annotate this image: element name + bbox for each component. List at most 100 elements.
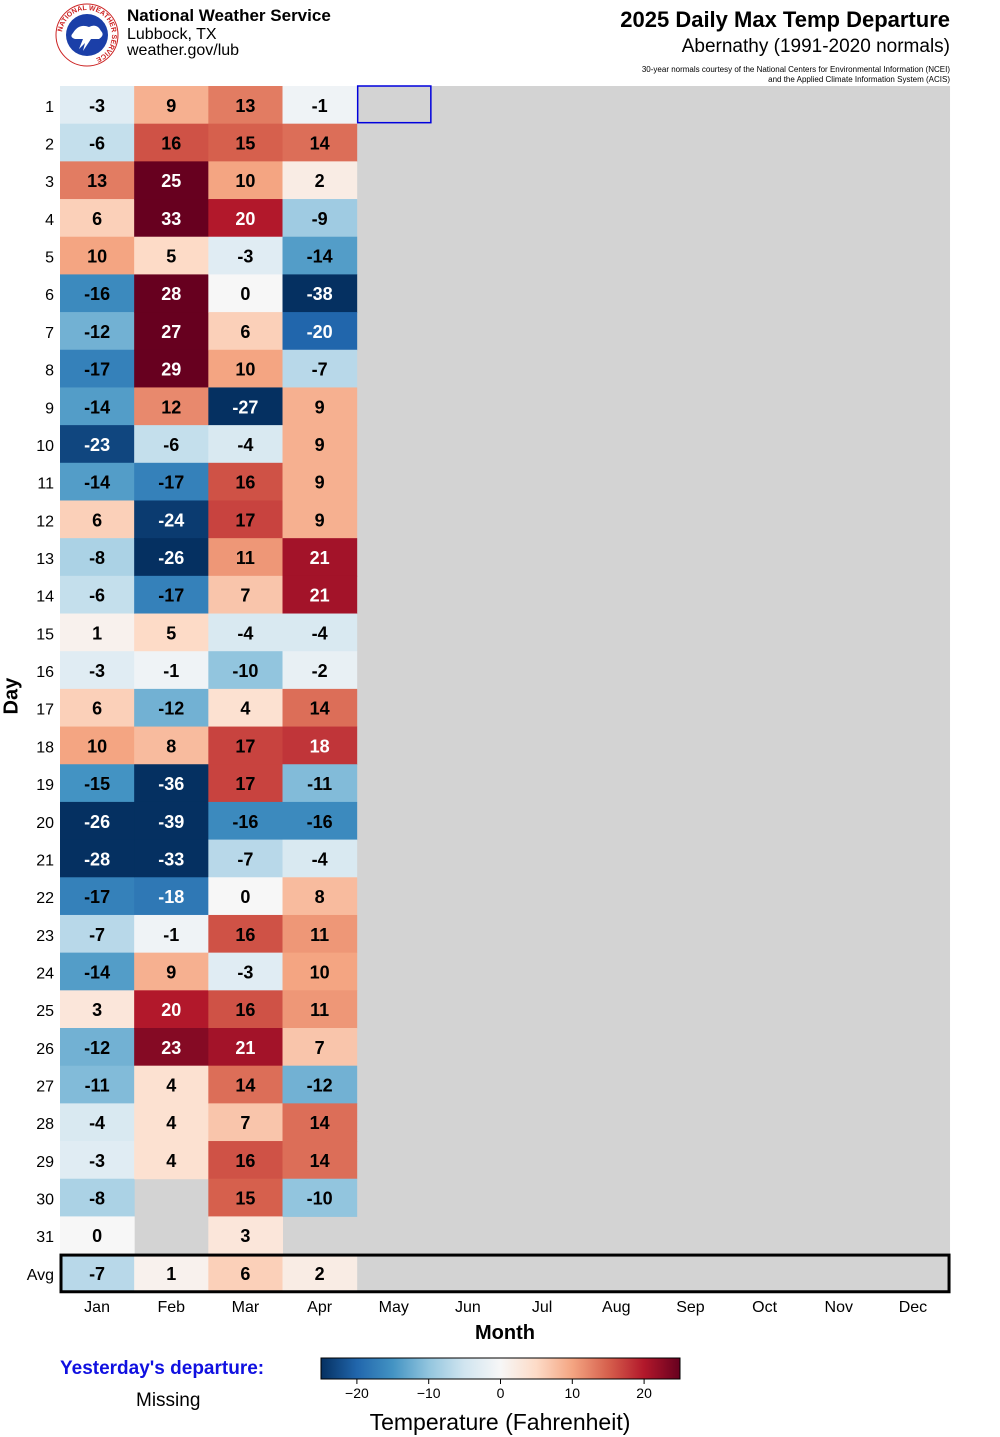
heatmap-cell xyxy=(60,914,135,954)
day-tick-label: 6 xyxy=(45,287,54,304)
heatmap-cell xyxy=(60,1141,135,1180)
heatmap-cell xyxy=(282,1028,358,1067)
heatmap-cell xyxy=(208,123,284,162)
month-tick-label: Apr xyxy=(307,1299,333,1316)
heatmap-cell xyxy=(60,952,135,991)
cell-value-label: 16 xyxy=(235,925,255,945)
cell-value-label: -8 xyxy=(89,1189,105,1209)
heatmap-cell xyxy=(134,651,209,690)
heatmap-cell xyxy=(60,877,135,916)
cell-value-label: 12 xyxy=(161,397,181,417)
cell-value-label: 7 xyxy=(240,586,250,606)
cell-value-label: -16 xyxy=(232,812,258,832)
cell-value-label: -8 xyxy=(89,548,105,568)
month-tick-label: Jun xyxy=(455,1299,481,1316)
cell-value-label: -36 xyxy=(158,774,184,794)
cell-value-label: 6 xyxy=(92,699,102,719)
heatmap-cell xyxy=(282,990,358,1029)
heatmap-cell xyxy=(208,688,284,728)
heatmap-cell xyxy=(134,236,209,275)
avg-value-label: -7 xyxy=(89,1264,105,1284)
heatmap-cell xyxy=(134,274,209,313)
nws-logo: NATIONAL WEATHER SERVICE xyxy=(55,3,119,67)
heatmap-cell xyxy=(134,199,209,238)
heatmap-cell xyxy=(60,839,135,878)
cell-value-label: 11 xyxy=(236,548,255,568)
cell-value-label: 17 xyxy=(235,736,255,756)
cell-value-label: 14 xyxy=(310,1113,330,1133)
heatmap-cell xyxy=(134,161,209,200)
cell-value-label: 4 xyxy=(166,1151,176,1171)
cell-value-label: -17 xyxy=(84,360,110,380)
day-tick-label: 12 xyxy=(36,513,54,530)
heatmap-cell xyxy=(134,1028,209,1067)
heatmap-cell xyxy=(208,952,284,991)
day-tick-label: 24 xyxy=(36,965,54,982)
cell-value-label: 5 xyxy=(166,247,176,267)
heatmap-cell xyxy=(208,199,284,238)
cell-value-label: -3 xyxy=(89,661,105,681)
cell-value-label: 13 xyxy=(235,96,255,116)
cell-value-label: -20 xyxy=(307,322,333,342)
avg-value-label: 6 xyxy=(240,1264,250,1284)
heatmap-cell xyxy=(208,914,284,954)
cell-value-label: 16 xyxy=(235,473,255,493)
cell-value-label: 21 xyxy=(310,586,330,606)
heatmap-cell xyxy=(60,199,135,238)
cell-value-label: -6 xyxy=(163,435,179,455)
colorbar-tick-label: −10 xyxy=(417,1385,441,1401)
cell-value-label: 9 xyxy=(315,510,325,530)
day-tick-label: 8 xyxy=(45,363,54,380)
day-tick-label: 30 xyxy=(36,1192,54,1209)
heatmap-cell xyxy=(282,1103,358,1142)
cell-value-label: 3 xyxy=(92,1000,102,1020)
current-day-highlight xyxy=(356,85,432,124)
heatmap-cell xyxy=(60,990,135,1029)
cell-value-label: 6 xyxy=(240,322,250,342)
day-tick-label: 9 xyxy=(45,400,54,417)
heatmap-cell xyxy=(282,1065,358,1104)
heatmap-cell xyxy=(282,726,358,765)
colorbar xyxy=(320,1357,681,1380)
heatmap-cell xyxy=(208,538,284,577)
cell-value-label: 14 xyxy=(310,1151,330,1171)
day-tick-label: 1 xyxy=(45,99,54,116)
heatmap-cell xyxy=(60,801,135,841)
cell-value-label: -24 xyxy=(158,510,184,530)
heatmap-cell xyxy=(134,500,209,539)
cell-value-label: -3 xyxy=(237,247,253,267)
heatmap-cell xyxy=(208,349,284,388)
heatmap-cell xyxy=(60,349,135,388)
day-tick-label: 16 xyxy=(36,664,54,681)
heatmap-cell xyxy=(134,462,209,501)
heatmap-cell xyxy=(60,1178,135,1217)
colorbar-tick-label: 20 xyxy=(636,1385,652,1401)
heatmap-cell xyxy=(60,575,135,615)
cell-value-label: 20 xyxy=(235,209,255,229)
heatmap-cell xyxy=(282,839,358,878)
heatmap-cell xyxy=(134,877,209,916)
cell-value-label: -14 xyxy=(307,247,333,267)
month-tick-label: Jan xyxy=(84,1299,110,1316)
heatmap-cell xyxy=(134,613,209,652)
cell-value-label: 9 xyxy=(166,96,176,116)
heatmap-cell xyxy=(282,575,358,615)
month-tick-label: Aug xyxy=(602,1299,630,1316)
month-tick-label: Jul xyxy=(532,1299,552,1316)
cell-value-label: -1 xyxy=(163,661,179,681)
cell-value-label: -11 xyxy=(307,774,332,794)
cell-value-label: 11 xyxy=(310,1000,329,1020)
month-tick-label: Feb xyxy=(157,1299,185,1316)
heatmap-cell xyxy=(134,764,209,803)
office-url[interactable]: weather.gov/lub xyxy=(127,42,240,59)
avg-row-border xyxy=(59,1253,951,1294)
colorbar-label: Temperature (Fahrenheit) xyxy=(369,1409,631,1435)
cell-value-label: 11 xyxy=(310,925,329,945)
heatmap-cell xyxy=(134,123,209,162)
month-tick-label: May xyxy=(379,1299,409,1316)
cell-value-label: -28 xyxy=(84,849,110,869)
heatmap-cell xyxy=(208,575,284,615)
cell-value-label: -12 xyxy=(84,322,110,342)
cell-value-label: 29 xyxy=(161,360,181,380)
heatmap-cell xyxy=(282,801,358,841)
